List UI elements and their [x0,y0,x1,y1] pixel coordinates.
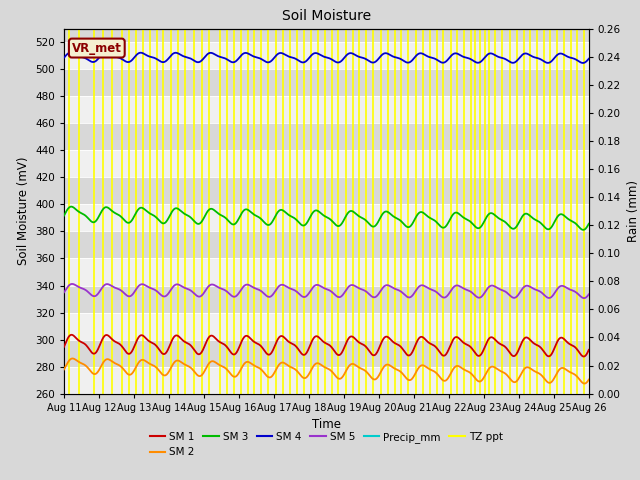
Bar [64,312,589,339]
Bar [64,150,589,178]
Title: Soil Moisture: Soil Moisture [282,10,371,24]
Y-axis label: Rain (mm): Rain (mm) [627,180,639,242]
Bar [64,96,589,123]
Bar [64,123,589,150]
Bar [64,204,589,231]
Bar [64,231,589,259]
X-axis label: Time: Time [312,418,341,431]
Y-axis label: Soil Moisture (mV): Soil Moisture (mV) [17,157,29,265]
Bar [64,259,589,286]
Bar [64,178,589,204]
Bar [64,367,589,394]
Bar [64,286,589,312]
Bar [64,69,589,96]
Text: VR_met: VR_met [72,42,122,55]
Bar [64,42,589,69]
Bar [64,339,589,367]
Legend: SM 1, SM 2, SM 3, SM 4, SM 5, Precip_mm, TZ ppt: SM 1, SM 2, SM 3, SM 4, SM 5, Precip_mm,… [145,428,508,461]
